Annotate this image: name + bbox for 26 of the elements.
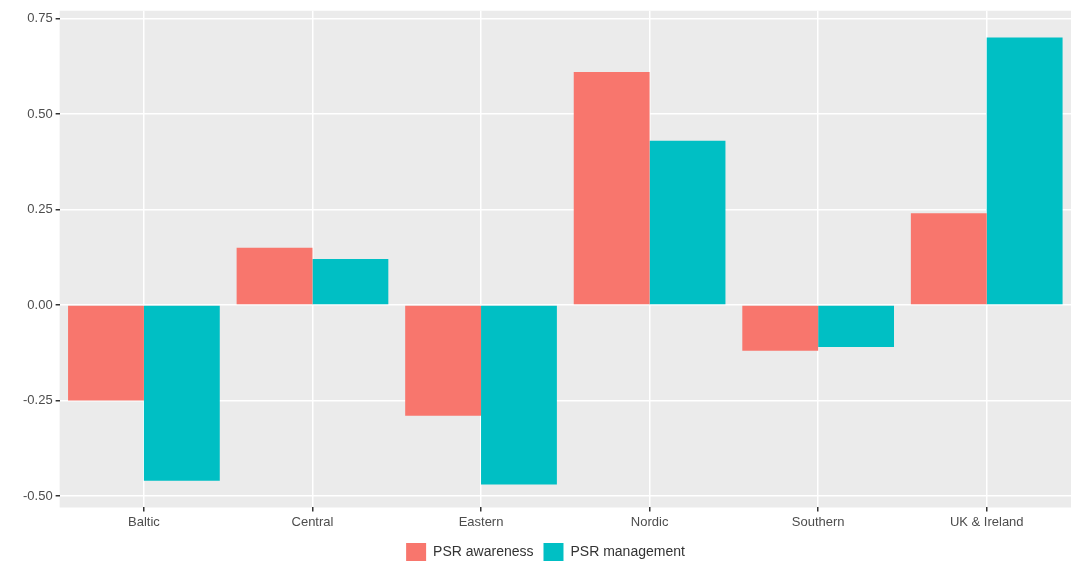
y-tick-label: 0.50 xyxy=(27,105,53,121)
legend-label: PSR awareness xyxy=(433,542,534,559)
bar xyxy=(986,37,1063,305)
bar xyxy=(68,305,144,401)
bar xyxy=(143,305,220,481)
y-tick-label: 0.00 xyxy=(27,296,53,312)
x-tick-label: Central xyxy=(291,513,334,529)
y-tick-label: -0.50 xyxy=(22,487,53,503)
x-tick-label: Baltic xyxy=(128,513,161,529)
bar xyxy=(573,71,650,305)
bar xyxy=(236,247,313,305)
x-tick-label: Southern xyxy=(791,513,845,529)
y-tick-label: -0.25 xyxy=(22,392,53,408)
x-tick-label: UK & Ireland xyxy=(949,513,1024,529)
bar xyxy=(649,140,726,305)
bar xyxy=(481,305,557,485)
bar xyxy=(405,305,482,416)
bar xyxy=(742,305,819,351)
y-tick-label: 0.75 xyxy=(27,10,53,26)
x-tick-label: Nordic xyxy=(630,513,669,529)
bar xyxy=(910,213,987,305)
y-tick-label: 0.25 xyxy=(27,201,53,217)
bar xyxy=(312,259,389,305)
legend-label: PSR management xyxy=(570,542,685,559)
bar xyxy=(818,305,895,347)
x-tick-label: Eastern xyxy=(458,513,504,529)
